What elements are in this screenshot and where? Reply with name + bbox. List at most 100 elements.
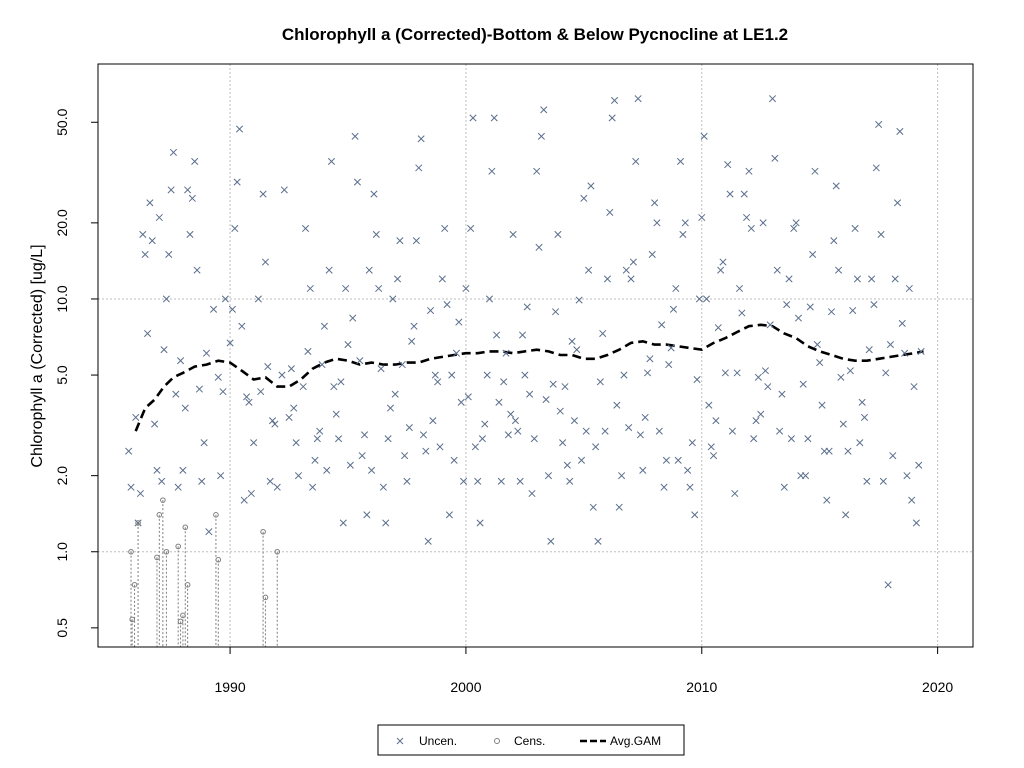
- uncensored-point: [497, 477, 505, 485]
- uncensored-point: [408, 337, 416, 345]
- uncensored-point: [540, 106, 548, 114]
- uncensored-point: [507, 410, 515, 418]
- uncensored-point: [837, 373, 845, 381]
- uncensored-point: [306, 284, 314, 293]
- uncensored-point: [509, 230, 517, 238]
- uncensored-point: [740, 190, 748, 198]
- uncensored-point: [483, 371, 491, 379]
- uncensored-point: [441, 224, 449, 233]
- uncensored-point: [733, 369, 741, 377]
- uncensored-point: [875, 120, 883, 129]
- uncensored-point: [823, 496, 831, 504]
- uncensored-point: [485, 295, 494, 303]
- uncensored-point: [327, 157, 336, 165]
- uncensored-point: [257, 388, 265, 396]
- uncensored-point: [842, 511, 850, 519]
- uncensored-point: [349, 314, 357, 322]
- censored-point: [184, 582, 191, 647]
- uncensored-point: [603, 275, 611, 283]
- censored-point: [262, 594, 269, 647]
- uncensored-point: [783, 301, 791, 309]
- uncensored-point: [561, 383, 569, 391]
- uncensored-point: [235, 125, 244, 133]
- uncensored-point: [186, 230, 194, 238]
- y-tick-label: 50.0: [54, 108, 70, 135]
- uncensored-point: [816, 359, 824, 367]
- uncensored-point: [478, 435, 486, 443]
- uncensored-point: [577, 456, 586, 464]
- uncensored-point: [679, 230, 687, 238]
- uncensored-point: [646, 355, 654, 363]
- uncensored-point: [448, 371, 456, 379]
- uncensored-point: [688, 439, 696, 447]
- uncensored-point: [410, 322, 418, 330]
- y-tick-label: 5.0: [54, 365, 70, 385]
- uncensored-point: [431, 371, 439, 379]
- uncensored-point: [434, 378, 442, 386]
- uncensored-point: [592, 443, 600, 451]
- uncensored-point: [721, 369, 729, 377]
- uncensored-point: [764, 383, 772, 391]
- uncensored-point: [882, 369, 890, 377]
- censored-point: [175, 543, 181, 647]
- uncensored-point: [559, 439, 567, 447]
- uncensored-point: [358, 452, 366, 460]
- uncensored-point: [417, 135, 425, 143]
- uncensored-point: [655, 427, 663, 435]
- uncensored-point: [596, 378, 604, 386]
- uncensored-point: [146, 199, 154, 207]
- uncensored-point: [806, 303, 814, 311]
- uncensored-point: [839, 420, 847, 428]
- uncensored-point: [766, 321, 774, 329]
- uncensored-point: [827, 308, 836, 316]
- uncensored-point: [377, 365, 385, 373]
- uncensored-point: [573, 346, 581, 354]
- censored-points: [128, 497, 281, 647]
- uncensored-point: [403, 477, 411, 485]
- uncensored-point: [698, 213, 706, 222]
- y-tick-label: 0.5: [54, 618, 70, 638]
- uncensored-point: [368, 466, 376, 474]
- uncensored-point: [391, 390, 399, 398]
- uncensored-point: [575, 296, 583, 304]
- uncensored-point: [851, 224, 859, 233]
- uncensored-point: [191, 157, 199, 165]
- uncensored-point: [658, 321, 666, 329]
- legend-label: Avg.GAM: [610, 734, 661, 748]
- uncensored-point: [896, 127, 904, 135]
- uncensored-point: [372, 230, 380, 238]
- uncensored-point: [217, 472, 225, 480]
- uncensored-point: [155, 213, 163, 222]
- uncensored-point: [728, 427, 736, 435]
- uncensored-point: [811, 167, 819, 175]
- uncensored-point: [240, 496, 248, 504]
- uncensored-point: [158, 477, 166, 485]
- uncensored-point: [457, 398, 465, 406]
- uncensored-point: [893, 199, 902, 207]
- uncensored-point: [476, 519, 484, 527]
- uncensored-point: [141, 250, 149, 258]
- uncensored-point: [139, 230, 147, 238]
- y-tick-label: 20.0: [54, 209, 70, 236]
- uncensored-point: [438, 275, 446, 283]
- uncensored-point: [610, 96, 619, 104]
- uncensored-point: [606, 208, 614, 216]
- uncensored-point: [445, 511, 453, 519]
- uncensored-point: [608, 114, 616, 122]
- uncensored-point: [643, 369, 652, 377]
- uncensored-point: [415, 164, 423, 172]
- uncensored-point: [398, 361, 406, 369]
- uncensored-point: [653, 219, 661, 227]
- legend-item-gam: Avg.GAM: [580, 734, 661, 748]
- uncensored-point: [776, 427, 784, 435]
- uncensored-point: [825, 447, 833, 455]
- censored-point: [129, 616, 135, 647]
- uncensored-point: [537, 132, 545, 140]
- legend-marker-circle: [494, 738, 500, 744]
- uncensored-point: [363, 511, 371, 519]
- uncensored-point: [401, 452, 409, 460]
- uncensored-point: [526, 390, 534, 398]
- uncensored-point: [872, 164, 880, 172]
- uncensored-point: [136, 489, 145, 498]
- censored-point: [215, 556, 222, 647]
